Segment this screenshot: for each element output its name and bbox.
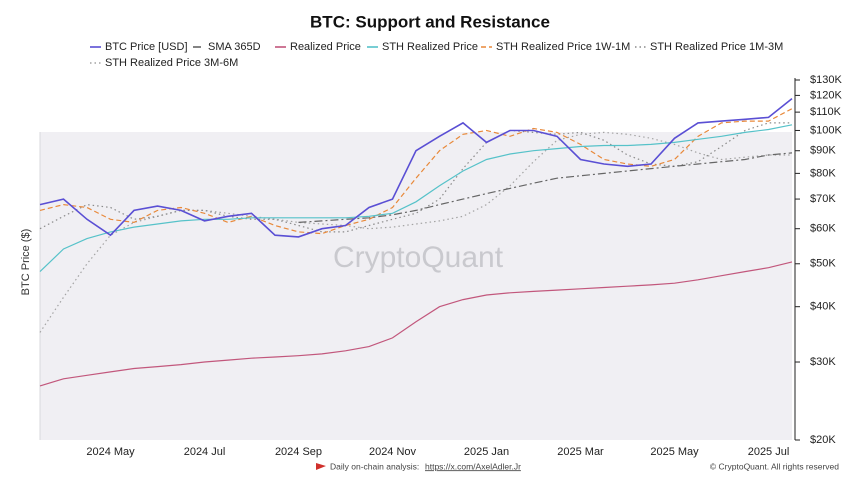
legend-label: STH Realized Price 3M-6M bbox=[105, 57, 238, 69]
flag-icon bbox=[316, 463, 326, 470]
y-tick-label: $120K bbox=[810, 89, 842, 101]
y-tick-label: $50K bbox=[810, 258, 836, 270]
y-tick-label: $110K bbox=[810, 106, 842, 118]
y-tick-label: $20K bbox=[810, 434, 836, 446]
series-line bbox=[39, 108, 793, 235]
x-tick-label: 2024 Jul bbox=[184, 446, 226, 458]
y-tick-label: $30K bbox=[810, 356, 836, 368]
y-tick-label: $100K bbox=[810, 124, 842, 136]
x-tick-label: 2025 Jul bbox=[748, 446, 790, 458]
y-axis-label: BTC Price ($) bbox=[20, 229, 32, 296]
plot-shade bbox=[40, 132, 792, 440]
series-line bbox=[39, 261, 793, 387]
y-tick-label: $40K bbox=[810, 301, 836, 313]
series-line bbox=[39, 97, 793, 238]
copyright: © CryptoQuant. All rights reserved bbox=[710, 461, 839, 471]
x-tick-label: 2024 May bbox=[86, 446, 135, 458]
watermark: CryptoQuant bbox=[333, 241, 504, 274]
legend-label: STH Realized Price bbox=[382, 41, 478, 53]
y-tick-label: $130K bbox=[810, 74, 842, 86]
legend-label: SMA 365D bbox=[208, 41, 261, 53]
y-tick-label: $60K bbox=[810, 223, 836, 235]
source-url[interactable]: https://x.com/AxelAdler.Jr bbox=[425, 461, 521, 471]
x-tick-label: 2024 Sep bbox=[275, 446, 322, 458]
legend-label: Realized Price bbox=[290, 41, 361, 53]
series-line bbox=[298, 152, 793, 223]
y-tick-label: $70K bbox=[810, 193, 836, 205]
legend-label: BTC Price [USD] bbox=[105, 41, 188, 53]
y-tick-label: $90K bbox=[810, 145, 836, 157]
x-tick-label: 2025 Jan bbox=[464, 446, 509, 458]
chart-title: BTC: Support and Resistance bbox=[310, 12, 550, 31]
y-tick-label: $80K bbox=[810, 167, 836, 179]
legend-label: STH Realized Price 1M-3M bbox=[650, 41, 783, 53]
legend-label: STH Realized Price 1W-1M bbox=[496, 41, 630, 53]
x-tick-label: 2025 Mar bbox=[557, 446, 604, 458]
x-tick-label: 2025 May bbox=[650, 446, 699, 458]
series-line bbox=[39, 124, 793, 273]
source-label: Daily on-chain analysis: bbox=[330, 461, 419, 471]
x-tick-label: 2024 Nov bbox=[369, 446, 417, 458]
